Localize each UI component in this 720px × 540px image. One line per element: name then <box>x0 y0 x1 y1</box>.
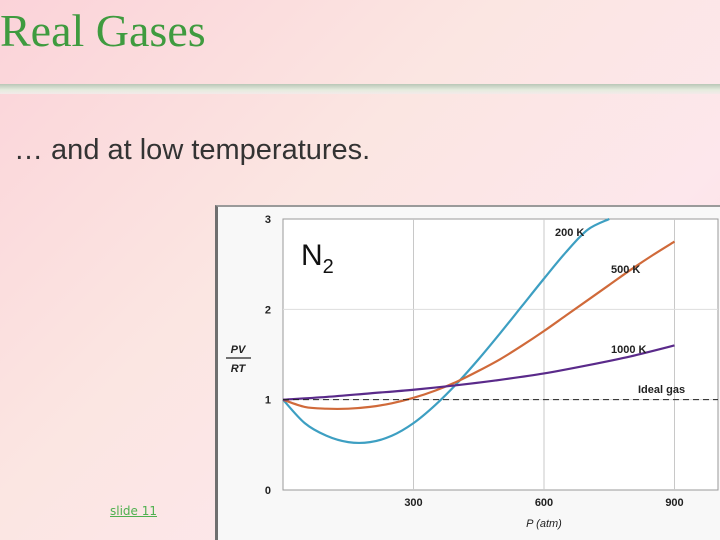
x-tick-label: 600 <box>535 497 553 509</box>
y-tick-label: 0 <box>265 485 271 497</box>
compressibility-chart: 0 1 2 3 300 600 900 P (atm) PV RT 200 K 500 K 1000 K… <box>215 205 720 540</box>
slide-number-link[interactable]: slide 11 <box>110 504 158 518</box>
chart-annotation-subscript: 2 <box>323 256 334 278</box>
slide-title: Real Gases <box>0 5 206 56</box>
y-tick-label: 1 <box>265 395 271 407</box>
plot-area <box>282 218 719 491</box>
slide-subtitle: … and at low temperatures. <box>14 134 371 166</box>
chart-svg: 0 1 2 3 300 600 900 P (atm) PV RT 200 K 500 K 1000 K… <box>226 214 719 530</box>
series-line-500-k <box>282 240 676 411</box>
x-tick-label: 300 <box>404 497 422 509</box>
y-axis-label-denominator: RT <box>231 363 247 375</box>
x-tick-label: 900 <box>665 497 683 509</box>
y-tick-label: 2 <box>265 304 271 316</box>
title-divider <box>0 84 720 94</box>
series-label: 1000 K <box>611 344 647 356</box>
series-label: 200 K <box>555 227 584 239</box>
series-line-1000-k <box>282 344 675 401</box>
series-label: Ideal gas <box>638 384 685 396</box>
series-line-200-k <box>282 218 610 445</box>
series-label: 500 K <box>611 264 640 276</box>
y-axis-label-numerator: PV <box>231 344 247 356</box>
y-tick-label: 3 <box>265 214 271 226</box>
x-axis-label: P (atm) <box>526 518 562 530</box>
